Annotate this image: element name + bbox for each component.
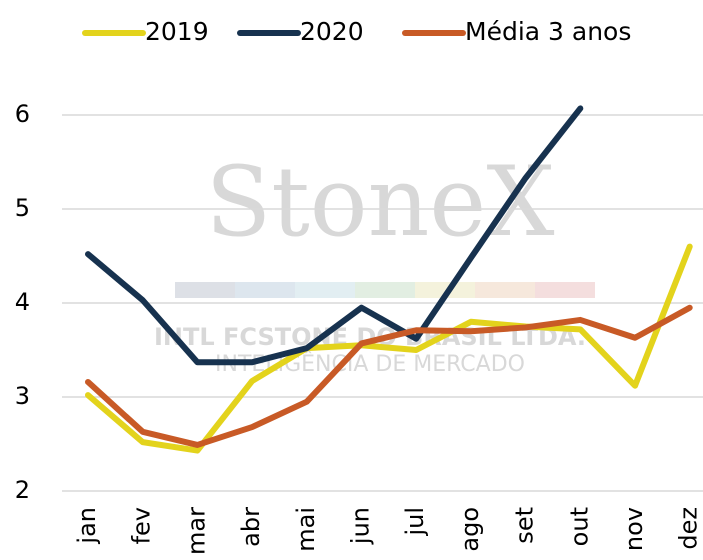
x-tick-label: jun <box>347 507 375 545</box>
x-tick-label: mai <box>292 507 320 552</box>
x-tick-label: abr <box>237 507 265 547</box>
legend-item: Média 3 anos <box>402 17 631 46</box>
watermark: StoneX <box>205 146 554 258</box>
series-line <box>85 105 584 366</box>
x-tick-label: ago <box>456 507 484 552</box>
x-tick-label: nov <box>620 507 648 551</box>
y-tick-label: 2 <box>15 476 30 504</box>
x-tick-label: jul <box>401 507 429 537</box>
x-tick-label: out <box>565 507 593 546</box>
x-tick-label: mar <box>182 507 210 555</box>
y-tick-label: 3 <box>15 382 30 410</box>
series-line <box>85 243 693 454</box>
legend-label: Média 3 anos <box>465 17 631 46</box>
y-tick-label: 4 <box>15 288 30 316</box>
x-tick-label: set <box>511 507 539 544</box>
x-tick-label: fev <box>128 507 156 544</box>
legend-item: 2019 <box>82 17 209 46</box>
watermark-bar <box>175 282 595 298</box>
x-tick-label: dez <box>675 507 703 550</box>
legend-label: 2019 <box>145 17 209 46</box>
x-tick-label: jan <box>73 507 101 545</box>
legend-item: 2020 <box>237 17 364 46</box>
y-tick-label: 5 <box>15 194 30 222</box>
y-tick-label: 6 <box>15 100 30 128</box>
series-line <box>85 304 693 448</box>
legend-label: 2020 <box>300 17 364 46</box>
